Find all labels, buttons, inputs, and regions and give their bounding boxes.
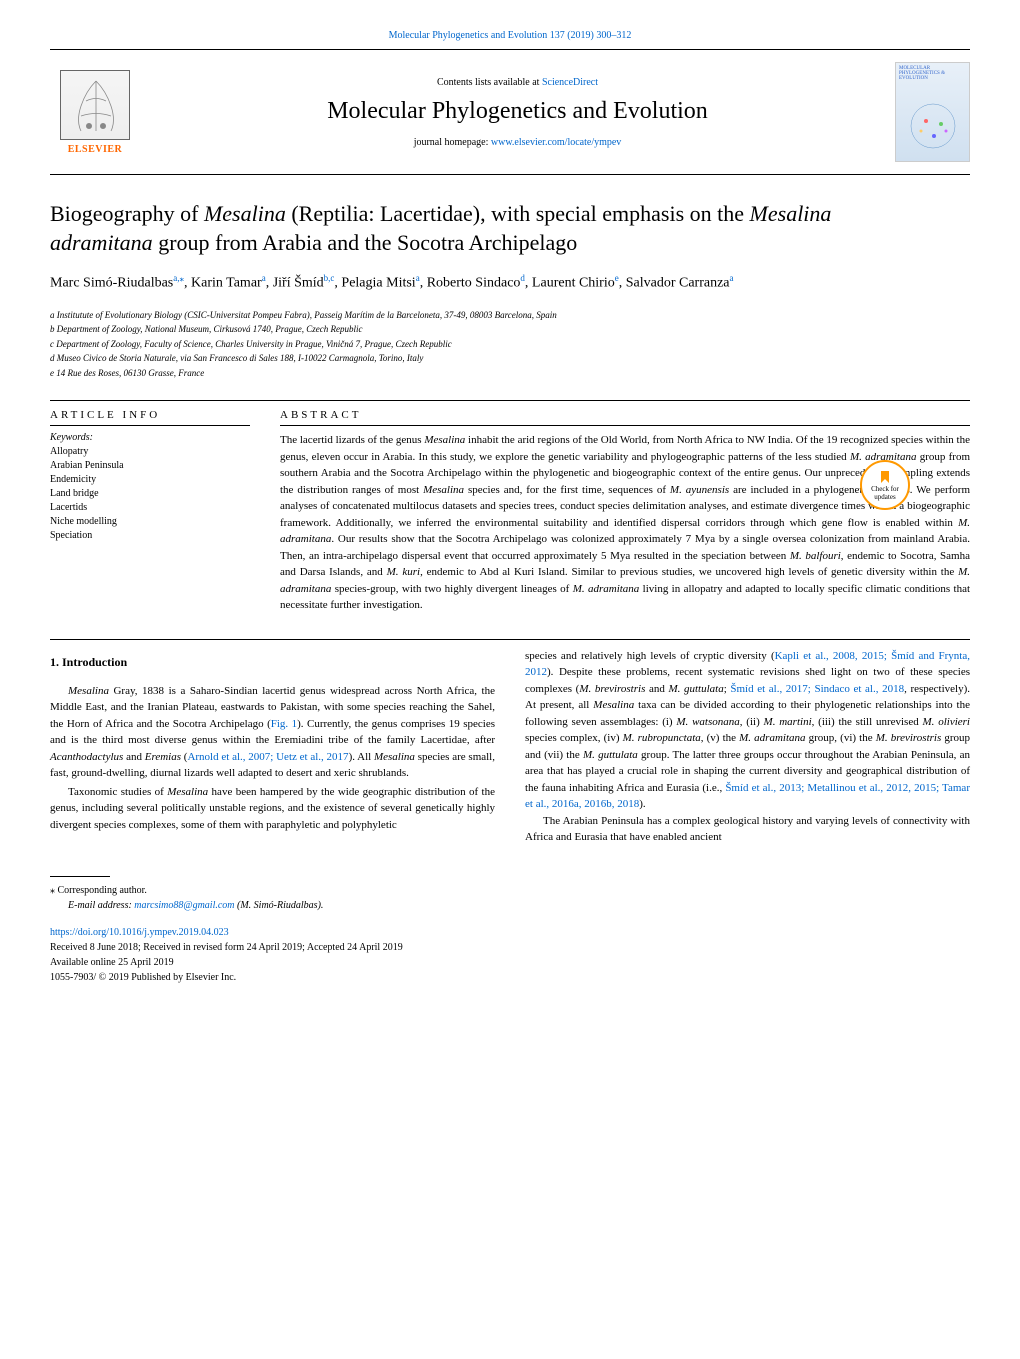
footer: ⁎ Corresponding author. E-mail address: … [50,876,970,985]
available-line: Available online 25 April 2019 [50,955,970,970]
abstract-heading: ABSTRACT [280,409,970,426]
authors-list: Marc Simó-Riudalbasa,⁎, Karin Tamara, Ji… [50,272,970,294]
received-line: Received 8 June 2018; Received in revise… [50,940,970,955]
copyright-line: 1055-7903/ © 2019 Published by Elsevier … [50,970,970,985]
keyword: Lacertids [50,501,250,515]
introduction-heading: 1. Introduction [50,653,495,671]
main-content: 1. Introduction Mesalina Gray, 1838 is a… [50,648,970,846]
intro-paragraph-4: The Arabian Peninsula has a complex geol… [525,813,970,846]
keywords-list: Allopatry Arabian Peninsula Endemicity L… [50,445,250,543]
homepage-link[interactable]: www.elsevier.com/locate/ympev [491,137,621,148]
check-updates-badge[interactable]: Check for updates [860,460,910,510]
keyword: Arabian Peninsula [50,459,250,473]
abstract-column: ABSTRACT The lacertid lizards of the gen… [280,409,970,614]
elsevier-tree-icon [60,70,130,140]
contents-text: Contents lists available at ScienceDirec… [140,77,895,88]
keyword: Endemicity [50,473,250,487]
keyword: Niche modelling [50,515,250,529]
intro-paragraph-3: species and relatively high levels of cr… [525,648,970,813]
affiliation-e: e 14 Rue des Roses, 06130 Grasse, France [50,367,970,381]
footer-divider [50,876,110,877]
divider [50,400,970,401]
info-abstract-section: ARTICLE INFO Keywords: Allopatry Arabian… [50,409,970,614]
sciencedirect-link[interactable]: ScienceDirect [542,77,598,88]
email-link[interactable]: marcsimo88@gmail.com [134,900,234,911]
keyword: Speciation [50,529,250,543]
journal-title: Molecular Phylogenetics and Evolution [140,98,895,125]
abstract-text: The lacertid lizards of the genus Mesali… [280,432,970,614]
journal-reference: Molecular Phylogenetics and Evolution 13… [50,30,970,41]
affiliation-c: c Department of Zoology, Faculty of Scie… [50,338,970,352]
doi-link[interactable]: https://doi.org/10.1016/j.ympev.2019.04.… [50,927,229,938]
doi-line: https://doi.org/10.1016/j.ympev.2019.04.… [50,925,970,940]
article-info-heading: ARTICLE INFO [50,409,250,426]
affiliation-a: a Institutute of Evolutionary Biology (C… [50,309,970,323]
corresponding-author: ⁎ Corresponding author. [50,883,970,898]
intro-paragraph-2: Taxonomic studies of Mesalina have been … [50,784,495,834]
elsevier-logo: ELSEVIER [50,62,140,162]
affiliation-d: d Museo Civico de Storia Naturale, via S… [50,352,970,366]
journal-homepage: journal homepage: www.elsevier.com/locat… [140,137,895,148]
keyword: Land bridge [50,487,250,501]
article-title: Biogeography of Mesalina (Reptilia: Lace… [50,200,970,257]
keyword: Allopatry [50,445,250,459]
journal-header-center: Contents lists available at ScienceDirec… [140,77,895,148]
journal-header: ELSEVIER Contents lists available at Sci… [50,49,970,175]
email-line: E-mail address: marcsimo88@gmail.com (M.… [50,898,970,913]
article-info-column: ARTICLE INFO Keywords: Allopatry Arabian… [50,409,250,614]
affiliations: a Institutute of Evolutionary Biology (C… [50,309,970,381]
affiliation-b: b Department of Zoology, National Museum… [50,323,970,337]
journal-cover-thumbnail: MOLECULAR PHYLOGENETICS & EVOLUTION [895,62,970,162]
elsevier-label: ELSEVIER [68,144,123,155]
bookmark-icon [877,469,893,485]
intro-paragraph-1: Mesalina Gray, 1838 is a Saharo-Sindian … [50,683,495,782]
divider [50,639,970,640]
keywords-label: Keywords: [50,432,250,443]
